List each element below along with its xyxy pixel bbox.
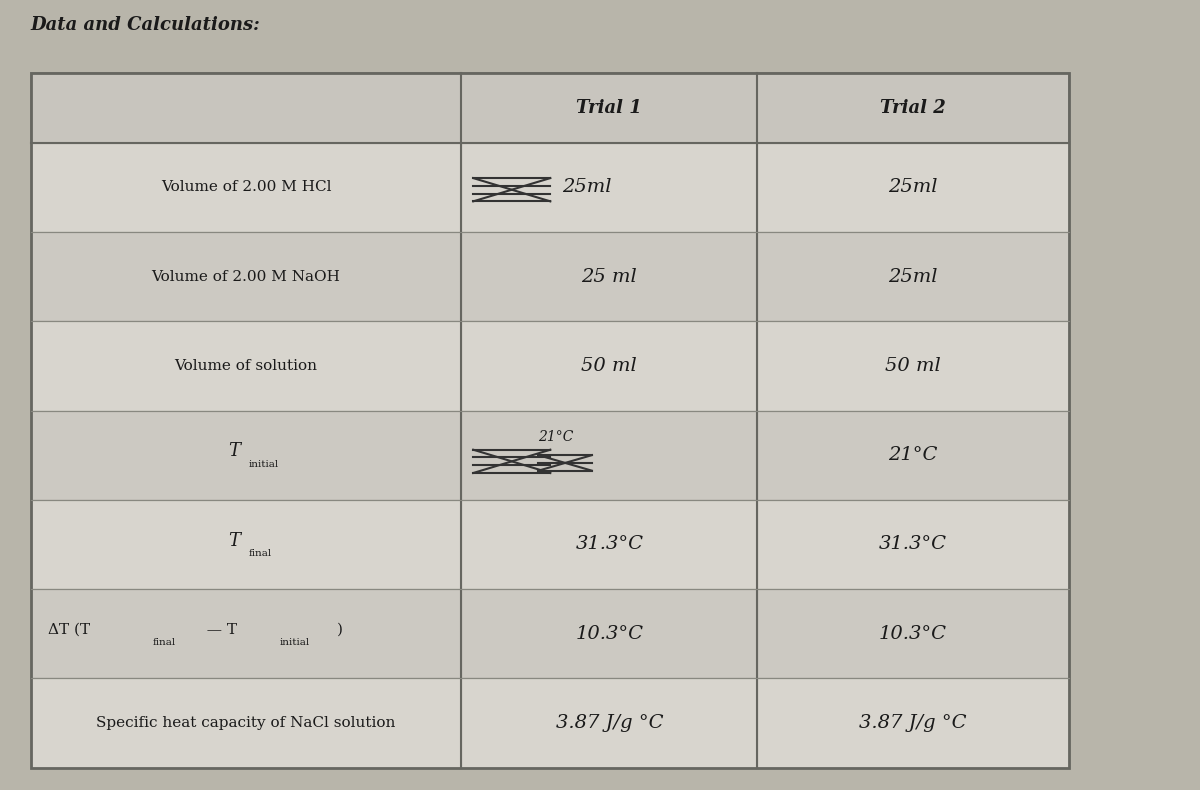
Bar <box>31 143 461 232</box>
Bar <box>31 73 1068 143</box>
Text: Trial 2: Trial 2 <box>880 99 946 117</box>
Bar <box>461 679 757 768</box>
Text: 50 ml: 50 ml <box>581 357 637 375</box>
Text: Specific heat capacity of NaCl solution: Specific heat capacity of NaCl solution <box>96 716 396 730</box>
Bar <box>757 679 1068 768</box>
Bar <box>461 500 757 589</box>
Text: T: T <box>228 442 240 461</box>
Text: Volume of solution: Volume of solution <box>174 359 318 373</box>
Bar <box>757 143 1068 232</box>
Bar <box>461 143 757 232</box>
Bar <box>461 322 757 411</box>
Text: 25ml: 25ml <box>562 179 612 197</box>
Text: 25ml: 25ml <box>888 268 937 286</box>
Text: 3.87 J/g °C: 3.87 J/g °C <box>859 714 966 732</box>
Text: initial: initial <box>280 638 310 647</box>
Text: 31.3°C: 31.3°C <box>878 536 947 554</box>
Text: 25 ml: 25 ml <box>581 268 637 286</box>
Text: initial: initial <box>248 460 278 469</box>
Bar <box>31 500 461 589</box>
Bar <box>757 589 1068 679</box>
Bar <box>31 411 461 500</box>
Text: 21°C: 21°C <box>888 446 937 465</box>
Text: ): ) <box>337 623 343 637</box>
Text: 25ml: 25ml <box>888 179 937 197</box>
Text: Data and Calculations:: Data and Calculations: <box>31 16 260 34</box>
Text: 21°C: 21°C <box>539 431 574 444</box>
Text: final: final <box>248 549 271 559</box>
Bar <box>31 322 461 411</box>
Bar <box>757 322 1068 411</box>
Text: 31.3°C: 31.3°C <box>575 536 643 554</box>
Text: T: T <box>228 532 240 550</box>
Text: 50 ml: 50 ml <box>884 357 941 375</box>
Text: 3.87 J/g °C: 3.87 J/g °C <box>556 714 664 732</box>
Bar <box>31 589 461 679</box>
Bar <box>461 589 757 679</box>
Bar <box>757 232 1068 322</box>
Bar <box>31 73 1068 768</box>
Bar <box>461 411 757 500</box>
Bar <box>757 500 1068 589</box>
Text: final: final <box>152 638 176 647</box>
Bar <box>31 679 461 768</box>
Text: Trial 1: Trial 1 <box>576 99 642 117</box>
Text: Volume of 2.00 M HCl: Volume of 2.00 M HCl <box>161 180 331 194</box>
Text: — T: — T <box>197 623 236 637</box>
Text: 10.3°C: 10.3°C <box>575 625 643 642</box>
Text: Volume of 2.00 M NaOH: Volume of 2.00 M NaOH <box>151 269 341 284</box>
Text: ΔT (T: ΔT (T <box>48 623 90 637</box>
Bar <box>461 232 757 322</box>
Bar <box>31 232 461 322</box>
Bar <box>757 411 1068 500</box>
Text: 10.3°C: 10.3°C <box>878 625 947 642</box>
